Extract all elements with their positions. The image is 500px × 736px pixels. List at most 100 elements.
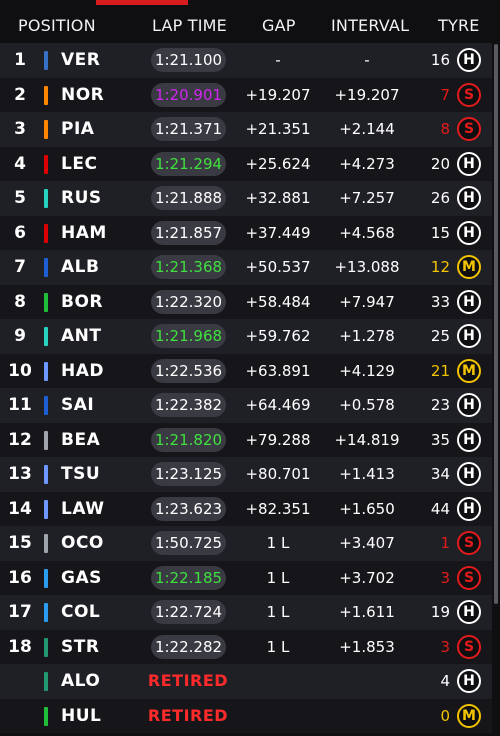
table-row[interactable]: 3 PIA 1:21.371 +21.351 +2.144 8 S [0, 112, 492, 147]
driver-code[interactable]: BEA [61, 429, 101, 450]
driver-code[interactable]: HAM [61, 222, 107, 243]
driver-code[interactable]: NOR [61, 84, 105, 105]
active-tab-indicator [96, 0, 188, 5]
driver-code[interactable]: OCO [61, 533, 104, 553]
gap-value: 1 L [266, 568, 290, 587]
header-gap[interactable]: GAP [262, 16, 296, 35]
position-number: 11 [8, 395, 32, 415]
driver-code[interactable]: HUL [61, 705, 102, 726]
header-position[interactable]: POSITION [18, 16, 96, 35]
driver-code[interactable]: GAS [61, 567, 102, 588]
gap-value: +59.762 [245, 327, 311, 345]
interval-value: +1.853 [339, 637, 395, 656]
table-row[interactable]: 17 COL 1:22.724 1 L +1.611 19 H [0, 595, 492, 630]
team-color-bar [44, 361, 48, 381]
position-number: 17 [8, 602, 32, 622]
position-number: 14 [8, 498, 32, 519]
table-row[interactable]: ALO RETIRED 4 H [0, 664, 492, 699]
team-color-bar [44, 85, 48, 105]
table-row[interactable]: 13 TSU 1:23.125 +80.701 +1.413 34 H [0, 457, 492, 492]
tyre-compound-icon: S [457, 634, 481, 659]
driver-code[interactable]: SAI [61, 395, 95, 415]
table-header: POSITION LAP TIME GAP INTERVAL TYRE [0, 12, 500, 42]
gap-value: +25.624 [245, 154, 311, 173]
team-color-bar [44, 223, 48, 243]
team-color-bar [44, 465, 48, 484]
gap-value: +82.351 [245, 499, 311, 518]
tyre-compound-letter: H [463, 431, 475, 448]
tyre-compound-icon: H [457, 462, 481, 486]
driver-code[interactable]: LEC [61, 153, 98, 174]
tyre-compound-icon: H [457, 600, 481, 624]
driver-code[interactable]: PIA [61, 119, 95, 139]
tyre-laps: 7 [440, 85, 450, 104]
table-row[interactable]: 7 ALB 1:21.368 +50.537 +13.088 12 M [0, 250, 492, 285]
driver-code[interactable]: BOR [61, 291, 103, 312]
interval-value: - [364, 51, 370, 69]
tyre-compound-letter: H [463, 397, 475, 413]
lap-time-pill: 1:21.968 [151, 324, 226, 348]
tyre-compound-icon: H [457, 393, 481, 417]
tyre-compound-letter: H [463, 190, 475, 206]
interval-value: +19.207 [334, 85, 400, 104]
tyre-laps: 1 [440, 534, 450, 552]
header-tyre[interactable]: TYRE [438, 16, 480, 35]
table-row[interactable]: 8 BOR 1:22.320 +58.484 +7.947 33 H [0, 284, 492, 319]
table-row[interactable]: 10 HAD 1:22.536 +63.891 +4.129 21 M [0, 353, 492, 388]
table-row[interactable]: 9 ANT 1:21.968 +59.762 +1.278 25 H [0, 319, 492, 354]
gap-value: +80.701 [245, 465, 311, 483]
tyre-laps: 0 [440, 706, 450, 725]
team-color-bar [44, 603, 48, 622]
driver-code[interactable]: HAD [61, 360, 104, 381]
tyre-compound-icon: M [457, 358, 481, 383]
team-color-bar [44, 534, 48, 553]
table-row[interactable]: 18 STR 1:22.282 1 L +1.853 3 S [0, 629, 492, 664]
header-lap-time[interactable]: LAP TIME [152, 16, 227, 35]
driver-code[interactable]: ALB [61, 257, 100, 277]
interval-value: +3.407 [339, 534, 395, 552]
table-row[interactable]: 2 NOR 1:20.901 +19.207 +19.207 7 S [0, 77, 492, 112]
tyre-compound-letter: H [463, 155, 475, 172]
table-row[interactable]: 15 OCO 1:50.725 1 L +3.407 1 S [0, 526, 492, 561]
driver-code[interactable]: TSU [61, 464, 101, 484]
tyre-compound-letter: H [463, 604, 475, 620]
lap-time-pill: 1:20.901 [151, 82, 226, 107]
gap-value: - [275, 51, 281, 69]
table-row[interactable]: 16 GAS 1:22.185 1 L +3.702 3 S [0, 560, 492, 595]
tyre-laps: 3 [440, 637, 450, 656]
tyre-laps: 16 [430, 51, 450, 69]
table-row[interactable]: 5 RUS 1:21.888 +32.881 +7.257 26 H [0, 181, 492, 216]
table-row[interactable]: HUL RETIRED 0 M [0, 698, 492, 733]
driver-code[interactable]: RUS [61, 188, 102, 208]
tyre-compound-icon: H [457, 496, 481, 521]
table-row[interactable]: 6 HAM 1:21.857 +37.449 +4.568 15 H [0, 215, 492, 250]
table-row[interactable]: 14 LAW 1:23.623 +82.351 +1.650 44 H [0, 491, 492, 526]
gap-value: +50.537 [245, 258, 311, 276]
tyre-compound-letter: S [463, 638, 475, 655]
retired-status: RETIRED [147, 671, 229, 690]
team-color-bar [44, 51, 48, 70]
driver-code[interactable]: VER [61, 50, 101, 70]
table-row[interactable]: 4 LEC 1:21.294 +25.624 +4.273 20 H [0, 146, 492, 181]
position-number: 18 [8, 636, 32, 657]
lap-time-pill: 1:23.623 [151, 496, 226, 521]
driver-code[interactable]: STR [61, 636, 100, 657]
driver-code[interactable]: COL [61, 602, 101, 622]
driver-code[interactable]: ANT [61, 326, 102, 346]
driver-code[interactable]: ALO [61, 671, 101, 691]
tyre-compound-letter: S [463, 535, 475, 551]
scrollbar[interactable] [494, 44, 498, 604]
position-number: 12 [8, 429, 32, 450]
table-row[interactable]: 1 VER 1:21.100 - - 16 H [0, 43, 492, 78]
tyre-compound-icon: H [457, 427, 481, 452]
position-number: 4 [14, 153, 26, 174]
table-row[interactable]: 12 BEA 1:21.820 +79.288 +14.819 35 H [0, 422, 492, 457]
driver-code[interactable]: LAW [61, 498, 105, 519]
team-color-bar [44, 258, 48, 277]
table-row[interactable]: 11 SAI 1:22.382 +64.469 +0.578 23 H [0, 388, 492, 423]
lap-time-pill: 1:21.888 [151, 186, 226, 210]
interval-value: +0.578 [339, 396, 395, 414]
header-interval[interactable]: INTERVAL [331, 16, 410, 35]
retired-status: RETIRED [147, 705, 229, 725]
